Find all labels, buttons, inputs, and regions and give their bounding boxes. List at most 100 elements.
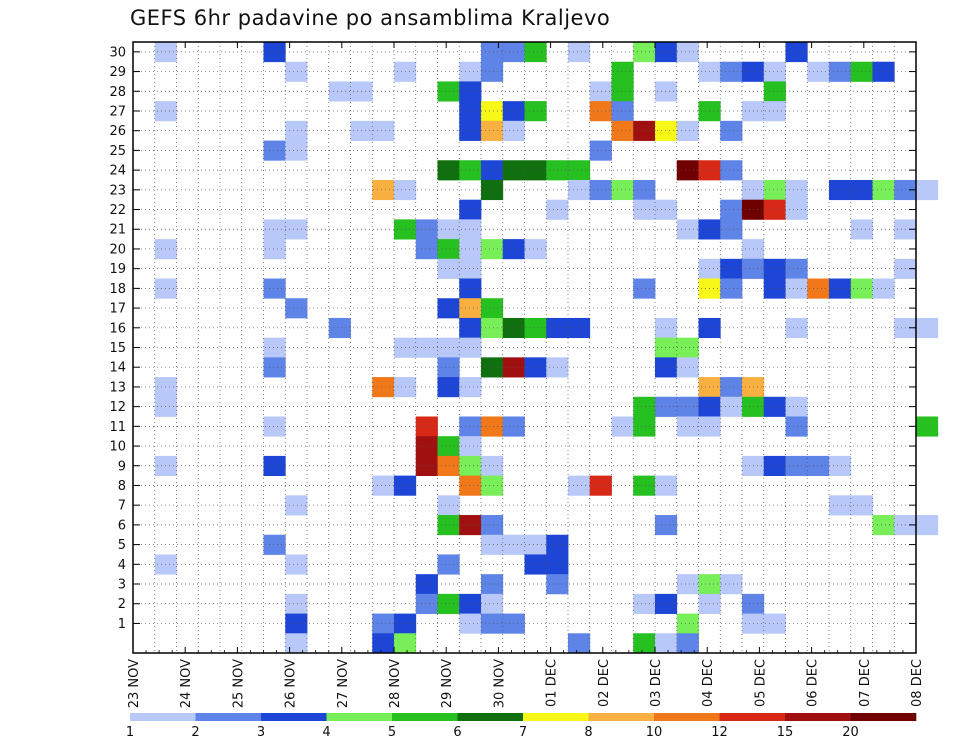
heatmap-cell [415, 436, 438, 457]
heatmap-cell [720, 574, 743, 595]
heatmap-cell [720, 377, 743, 398]
y-tick-label: 27 [109, 104, 126, 119]
heatmap-cell [916, 317, 939, 339]
heatmap-cell [763, 613, 786, 634]
heatmap-cell [263, 416, 286, 437]
heatmap-cell [655, 515, 678, 536]
heatmap-cell [568, 475, 591, 496]
heatmap-cell [720, 120, 743, 141]
grid-lines [133, 42, 916, 653]
heatmap-cell [589, 101, 612, 122]
y-tick-label: 12 [109, 400, 126, 415]
heatmap-cell [633, 475, 656, 496]
heatmap-cell [394, 633, 417, 654]
y-tick-label: 13 [109, 380, 126, 395]
heatmap-cell [481, 160, 504, 181]
heatmap-cell [763, 258, 786, 279]
y-tick-label: 10 [109, 440, 126, 455]
colorbar-label: 1 [126, 725, 134, 740]
heatmap-cell [655, 357, 678, 378]
heatmap-cell [415, 593, 438, 614]
heatmap-cell [655, 120, 678, 141]
heatmap-cell [655, 317, 678, 339]
heatmap-cell [285, 219, 308, 240]
heatmap-cell [720, 160, 743, 181]
heatmap-cell [481, 61, 504, 82]
heatmap-cell [720, 199, 743, 220]
heatmap-cell [676, 396, 699, 417]
heatmap-cell [763, 396, 786, 417]
heatmap-cell [611, 81, 634, 102]
heatmap-cell [568, 42, 591, 63]
heatmap-cell [481, 534, 504, 555]
heatmap-cell [524, 101, 547, 122]
heatmap-cell [459, 101, 482, 122]
y-tick-label: 18 [109, 282, 126, 297]
heatmap-cell [763, 455, 786, 477]
heatmap-cell [459, 298, 482, 319]
y-tick-label: 21 [109, 223, 126, 238]
heatmap-cell [611, 416, 634, 437]
heatmap-cell [720, 278, 743, 299]
heatmap-cell [459, 475, 482, 496]
heatmap-cell [459, 593, 482, 614]
heatmap-cell [568, 317, 591, 339]
heatmap-cell [285, 554, 308, 575]
heatmap-cell [655, 475, 678, 496]
heatmap-cell [611, 120, 634, 141]
heatmap-cell [655, 633, 678, 654]
x-tick-label: 26 NOV [284, 659, 299, 708]
heatmap-cell [437, 81, 460, 102]
x-tick-label: 23 NOV [127, 659, 142, 708]
heatmap-cell [437, 554, 460, 575]
heatmap-cell [568, 179, 591, 201]
heatmap-cell [263, 337, 286, 358]
heatmap-cell [720, 61, 743, 82]
heatmap-cell [415, 574, 438, 595]
heatmap-cell [785, 199, 808, 220]
y-tick-label: 30 [109, 45, 126, 60]
colorbar-label: 2 [191, 725, 199, 740]
heatmap-cell [763, 199, 786, 220]
heatmap-cell [763, 101, 786, 122]
y-tick-label: 6 [118, 518, 126, 533]
y-tick-label: 25 [109, 144, 126, 159]
heatmap-cell [720, 258, 743, 279]
colorbar-label: 7 [519, 725, 527, 740]
heatmap-cell [568, 160, 591, 181]
heatmap-cell [676, 613, 699, 634]
heatmap-cell [829, 61, 852, 82]
colorbar-label: 5 [388, 725, 396, 740]
y-tick-label: 24 [109, 164, 126, 179]
heatmap-cell [611, 179, 634, 201]
heatmap-cell [676, 574, 699, 595]
heatmap-cell [589, 81, 612, 102]
heatmap-cell [459, 120, 482, 141]
colorbar-swatch [719, 713, 786, 721]
heatmap-cell [263, 455, 286, 477]
y-tick-label: 28 [109, 85, 126, 100]
heatmap-cell [481, 298, 504, 319]
heatmap-cell [676, 160, 699, 181]
heatmap-cell [481, 574, 504, 595]
heatmap-cell [437, 337, 460, 358]
heatmap-cell [372, 475, 395, 496]
heatmap-cell [524, 317, 547, 339]
heatmap-cell [481, 515, 504, 536]
colorbar-swatch [195, 713, 262, 721]
colorbar-swatch [785, 713, 851, 721]
heatmap-cell [437, 515, 460, 536]
heatmap-cell [437, 436, 460, 457]
heatmap-cell [524, 357, 547, 378]
y-tick-label: 8 [118, 479, 126, 494]
y-tick-label: 4 [118, 558, 126, 573]
heatmap-cell [372, 613, 395, 634]
heatmap-cell [872, 61, 895, 82]
heatmap-cell [524, 554, 547, 575]
heatmap-cell [481, 475, 504, 496]
heatmap-cell [524, 534, 547, 555]
y-tick-label: 9 [118, 459, 126, 474]
heatmap-cell [285, 61, 308, 82]
heatmap-cell [785, 42, 808, 63]
heatmap-cell [459, 515, 482, 536]
